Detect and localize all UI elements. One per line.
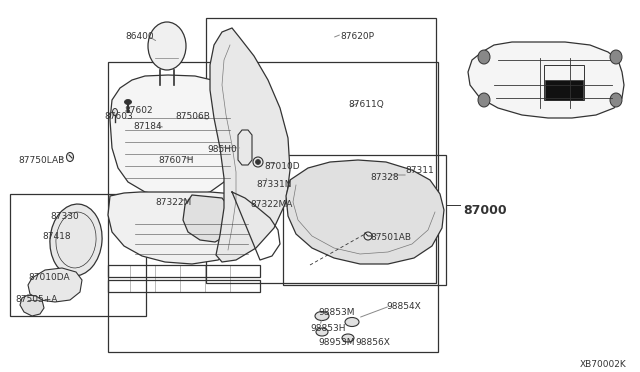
- Polygon shape: [468, 42, 624, 118]
- Text: 87010D: 87010D: [264, 162, 300, 171]
- Polygon shape: [286, 160, 444, 264]
- Ellipse shape: [253, 157, 263, 167]
- Ellipse shape: [255, 160, 260, 164]
- Ellipse shape: [342, 334, 354, 342]
- Ellipse shape: [50, 204, 102, 276]
- Text: 87505+A: 87505+A: [15, 295, 58, 304]
- Bar: [206, 18, 436, 283]
- Ellipse shape: [148, 22, 186, 70]
- Text: 87603: 87603: [104, 112, 132, 121]
- Text: 87322MA: 87322MA: [250, 200, 292, 209]
- Text: 87602: 87602: [124, 106, 152, 115]
- Polygon shape: [183, 195, 232, 242]
- Ellipse shape: [125, 99, 131, 105]
- Ellipse shape: [345, 317, 359, 327]
- Text: 87330: 87330: [50, 212, 79, 221]
- Text: 87184: 87184: [133, 122, 162, 131]
- Ellipse shape: [478, 93, 490, 107]
- Text: 87750LAB: 87750LAB: [18, 156, 64, 165]
- Text: 98856X: 98856X: [355, 338, 390, 347]
- Polygon shape: [110, 75, 236, 196]
- Polygon shape: [238, 130, 252, 165]
- Text: 87010DA: 87010DA: [28, 273, 70, 282]
- Polygon shape: [20, 295, 44, 316]
- Ellipse shape: [113, 109, 118, 115]
- Ellipse shape: [67, 153, 74, 161]
- Text: 98854X: 98854X: [386, 302, 420, 311]
- Text: 87311: 87311: [405, 166, 434, 175]
- Text: 98853H: 98853H: [310, 324, 346, 333]
- Ellipse shape: [316, 328, 328, 336]
- Text: 985H0: 985H0: [207, 145, 237, 154]
- Bar: [108, 62, 438, 352]
- Text: 87331N: 87331N: [256, 180, 291, 189]
- Polygon shape: [28, 268, 82, 302]
- Bar: [108, 265, 260, 277]
- Bar: [10, 194, 146, 316]
- Text: 86400: 86400: [125, 32, 154, 41]
- Text: 98853M: 98853M: [318, 308, 355, 317]
- Bar: [545, 80, 583, 100]
- Bar: [544, 65, 584, 100]
- Ellipse shape: [315, 311, 329, 321]
- Text: 87501AB: 87501AB: [370, 233, 411, 242]
- Polygon shape: [210, 28, 290, 262]
- Text: 98953M: 98953M: [318, 338, 355, 347]
- Text: 87328: 87328: [370, 173, 399, 182]
- Text: 87000: 87000: [463, 204, 507, 217]
- Text: 87418: 87418: [42, 232, 70, 241]
- Bar: [108, 280, 260, 292]
- Ellipse shape: [478, 50, 490, 64]
- Bar: [283, 155, 446, 285]
- Polygon shape: [108, 192, 256, 264]
- Text: 87322M: 87322M: [155, 198, 191, 207]
- Ellipse shape: [364, 232, 372, 240]
- Text: 87506B: 87506B: [175, 112, 210, 121]
- Text: 87607H: 87607H: [158, 156, 193, 165]
- Text: 87620P: 87620P: [340, 32, 374, 41]
- Text: XB70002K: XB70002K: [580, 360, 627, 369]
- Ellipse shape: [610, 50, 622, 64]
- Text: 87611Q: 87611Q: [348, 100, 384, 109]
- Ellipse shape: [610, 93, 622, 107]
